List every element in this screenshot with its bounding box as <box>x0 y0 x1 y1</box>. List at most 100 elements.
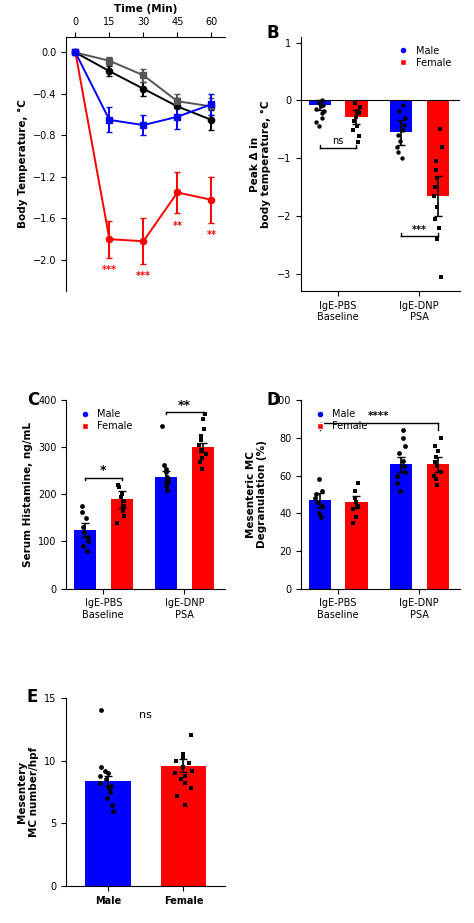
Point <box>430 468 438 483</box>
Point <box>394 145 401 160</box>
Point <box>109 803 117 818</box>
Point <box>197 433 205 448</box>
Point <box>197 442 204 457</box>
Point <box>180 747 187 761</box>
Point <box>115 480 122 495</box>
Y-axis label: Serum Histamine, ng/mL: Serum Histamine, ng/mL <box>23 422 33 567</box>
Point <box>436 122 444 137</box>
Point <box>394 127 402 142</box>
Text: ***: *** <box>102 265 117 275</box>
Bar <box>309 500 331 589</box>
Point <box>431 438 438 453</box>
Point <box>352 491 359 506</box>
Point <box>401 438 409 453</box>
Point <box>354 103 362 118</box>
Point <box>312 115 320 130</box>
Point <box>106 781 113 796</box>
Bar <box>161 765 206 886</box>
Point <box>315 506 322 521</box>
Point <box>393 475 401 490</box>
Point <box>401 464 409 479</box>
Point <box>201 407 209 422</box>
Point <box>356 100 364 114</box>
Point <box>351 484 358 498</box>
Point <box>98 760 105 774</box>
Point <box>84 534 91 549</box>
Point <box>317 509 325 524</box>
Point <box>437 270 445 284</box>
Point <box>179 760 187 774</box>
Point <box>163 464 170 479</box>
Point <box>399 423 407 438</box>
Point <box>84 530 91 545</box>
Bar <box>155 476 177 589</box>
Point <box>431 180 439 195</box>
Y-axis label: Mesentery
MC number/hpf: Mesentery MC number/hpf <box>17 747 39 837</box>
Point <box>201 421 208 436</box>
Text: ns: ns <box>139 711 152 721</box>
Point <box>396 103 403 118</box>
Point <box>172 753 180 768</box>
Point <box>119 504 127 519</box>
Point <box>318 99 325 114</box>
Point <box>115 477 122 492</box>
Point <box>349 123 356 138</box>
Point <box>171 766 179 781</box>
Point <box>114 515 121 530</box>
Bar <box>346 502 367 589</box>
Point <box>401 111 409 126</box>
Point <box>83 544 91 558</box>
Point <box>202 447 210 462</box>
Point <box>185 756 192 771</box>
Point <box>79 520 87 534</box>
Point <box>318 106 326 121</box>
Point <box>431 455 439 470</box>
Text: ***: *** <box>136 271 151 282</box>
Point <box>319 111 326 126</box>
Point <box>437 431 445 446</box>
Bar <box>74 530 96 589</box>
Point <box>313 495 320 509</box>
Point <box>399 98 407 113</box>
Point <box>395 446 402 461</box>
Point <box>102 772 110 786</box>
Point <box>316 472 323 486</box>
Point <box>350 515 357 530</box>
Text: B: B <box>266 24 279 42</box>
Y-axis label: Body Temperature, °C: Body Temperature, °C <box>18 100 27 228</box>
Point <box>350 114 358 128</box>
Point <box>96 768 103 783</box>
Point <box>188 763 196 778</box>
Text: *: * <box>100 464 107 477</box>
Point <box>433 162 440 177</box>
Point <box>401 459 408 473</box>
Bar <box>192 448 214 589</box>
Point <box>120 498 128 513</box>
Point <box>120 509 128 523</box>
Point <box>353 509 360 524</box>
Point <box>103 791 110 806</box>
Point <box>400 431 407 446</box>
Point <box>399 150 406 165</box>
Point <box>160 458 168 473</box>
Point <box>107 778 114 793</box>
Point <box>182 768 189 783</box>
Point <box>164 472 172 486</box>
Point <box>80 524 88 539</box>
Point <box>195 438 203 452</box>
Point <box>97 703 104 718</box>
Bar <box>427 464 449 589</box>
Point <box>438 139 446 154</box>
Y-axis label: Peak Δ in
body temperature, °C: Peak Δ in body temperature, °C <box>250 101 272 228</box>
Point <box>356 106 363 121</box>
Point <box>319 98 327 113</box>
Bar <box>390 464 412 589</box>
Point <box>120 494 128 509</box>
Point <box>432 472 439 486</box>
Legend: Male, Female: Male, Female <box>71 405 137 435</box>
X-axis label: Time (Min): Time (Min) <box>114 4 177 14</box>
Point <box>350 502 357 517</box>
Legend: Male, Female: Male, Female <box>390 42 455 71</box>
Point <box>158 419 165 434</box>
Point <box>118 489 125 504</box>
